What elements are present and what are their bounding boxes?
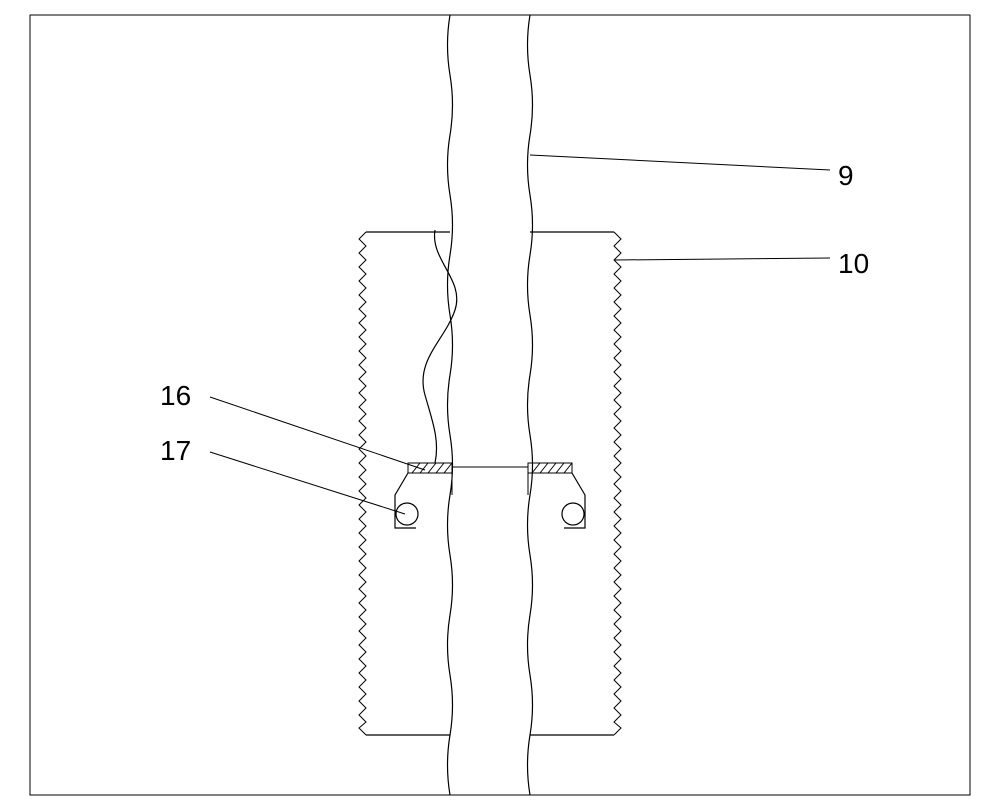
label-17: 17 [160,435,191,467]
label-10: 10 [838,248,869,280]
internal-left [395,463,452,528]
leader-9 [530,155,830,170]
internal-right [528,463,585,528]
leader-17 [210,452,405,514]
technical-drawing-svg [0,0,1000,810]
leader-10 [615,258,830,260]
housing-left [359,232,450,735]
inner-pipe-left-wall [448,15,453,795]
housing-right [530,232,621,735]
inner-pipe-right-wall [528,15,533,795]
label-9: 9 [838,160,854,192]
label-16: 16 [160,380,191,412]
diagram-canvas: 9 10 16 17 [0,0,1000,810]
wire [423,230,457,463]
leader-16 [210,397,425,470]
